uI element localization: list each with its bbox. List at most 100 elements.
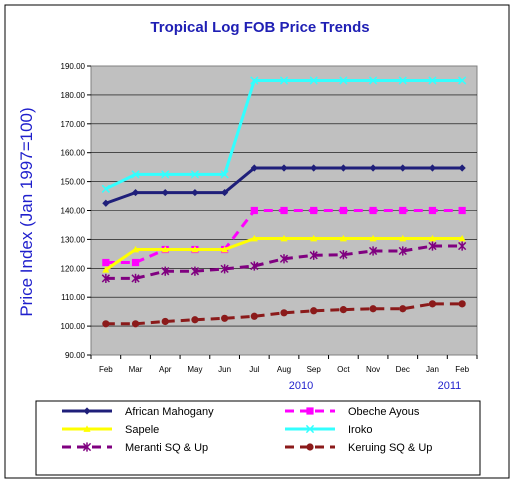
data-point bbox=[250, 234, 258, 242]
data-point bbox=[280, 234, 288, 242]
x-tick-label: Aug bbox=[277, 365, 291, 374]
y-tick-label: 90.00 bbox=[65, 351, 86, 360]
data-point bbox=[101, 273, 110, 284]
data-point bbox=[458, 164, 466, 172]
data-point bbox=[250, 206, 258, 215]
data-point bbox=[309, 76, 318, 85]
data-point bbox=[458, 76, 467, 85]
x-tick-label: Jun bbox=[218, 365, 231, 374]
y-tick-label: 150.00 bbox=[61, 178, 86, 187]
data-point bbox=[458, 206, 466, 215]
series-meranti-sq-up bbox=[101, 241, 467, 284]
data-point bbox=[310, 164, 318, 172]
data-point bbox=[339, 206, 347, 215]
data-point bbox=[161, 245, 169, 253]
x-tick-label: Feb bbox=[455, 365, 469, 374]
data-point bbox=[190, 170, 200, 179]
data-point bbox=[221, 245, 229, 253]
data-point bbox=[399, 206, 407, 215]
x-tick-label: Apr bbox=[159, 365, 172, 374]
data-point bbox=[428, 241, 437, 251]
x-tick-label: Dec bbox=[396, 365, 410, 374]
data-point bbox=[368, 246, 378, 256]
x-tick-label: Feb bbox=[99, 365, 113, 374]
x-tick-label: Sep bbox=[307, 365, 322, 374]
data-point bbox=[191, 188, 199, 197]
data-point bbox=[369, 234, 377, 242]
data-point bbox=[131, 170, 140, 179]
data-point bbox=[279, 76, 289, 85]
data-point bbox=[131, 188, 140, 197]
data-point bbox=[131, 273, 140, 284]
data-point bbox=[220, 170, 229, 179]
data-point bbox=[310, 234, 318, 242]
legend-entry: Keruing SQ & Up bbox=[285, 442, 432, 454]
legend-marker bbox=[83, 407, 91, 415]
data-point bbox=[428, 234, 437, 242]
data-point bbox=[280, 309, 288, 317]
data-point bbox=[280, 164, 288, 172]
data-point bbox=[280, 206, 288, 215]
y-tick-label: 140.00 bbox=[61, 207, 86, 216]
data-point bbox=[458, 241, 467, 251]
legend-entry: African Mahogany bbox=[62, 406, 214, 418]
data-point bbox=[369, 164, 377, 172]
data-point bbox=[191, 316, 199, 324]
x-tick-label: Oct bbox=[337, 365, 350, 374]
y-tick-label: 100.00 bbox=[61, 322, 86, 331]
data-point bbox=[161, 317, 169, 326]
legend-label: Sapele bbox=[125, 424, 159, 436]
data-point bbox=[339, 234, 347, 242]
data-point bbox=[368, 76, 378, 85]
data-point bbox=[161, 188, 169, 197]
data-point bbox=[131, 320, 140, 328]
x-tick-label: Jul bbox=[249, 365, 259, 374]
legend-marker bbox=[306, 407, 314, 415]
y-tick-label: 190.00 bbox=[61, 62, 86, 71]
data-point bbox=[310, 206, 318, 215]
data-point bbox=[339, 76, 348, 85]
legend-label: Meranti SQ & Up bbox=[125, 442, 208, 454]
y-tick-label: 160.00 bbox=[61, 149, 86, 158]
series-iroko bbox=[101, 76, 467, 193]
series-keruing-sq-up bbox=[102, 300, 466, 328]
legend-entries: African Mahogany Obeche Ayous Sapele Iroko M… bbox=[62, 406, 432, 454]
data-point bbox=[399, 305, 407, 313]
data-point bbox=[131, 258, 140, 267]
chart-title: Tropical Log FOB Price Trends bbox=[150, 19, 369, 36]
data-point bbox=[250, 312, 258, 320]
data-point bbox=[161, 266, 170, 276]
data-point bbox=[102, 258, 110, 267]
data-point bbox=[220, 264, 229, 274]
legend-entry: Iroko bbox=[285, 424, 372, 436]
legend-label: Iroko bbox=[348, 424, 372, 436]
x-tick-label: Mar bbox=[129, 365, 143, 374]
y-tick-label: 120.00 bbox=[61, 264, 86, 273]
legend-entry: Obeche Ayous bbox=[285, 406, 420, 418]
series-african-mahogany bbox=[102, 164, 466, 207]
data-point bbox=[398, 76, 407, 85]
data-point bbox=[399, 234, 407, 242]
legend-label: African Mahogany bbox=[125, 406, 214, 418]
data-point bbox=[458, 234, 466, 242]
data-point bbox=[428, 206, 437, 215]
data-point bbox=[428, 300, 437, 308]
x-tick-label: Jan bbox=[426, 365, 439, 374]
data-point bbox=[428, 76, 437, 85]
data-point bbox=[399, 164, 407, 172]
data-point bbox=[250, 76, 259, 85]
legend bbox=[35, 400, 481, 476]
legend-entry: Sapele bbox=[62, 424, 159, 436]
data-point bbox=[221, 188, 229, 197]
data-point bbox=[131, 245, 140, 253]
series-layer bbox=[101, 76, 467, 328]
x-tick-label: May bbox=[187, 365, 202, 374]
data-point bbox=[369, 206, 377, 215]
y-tick-label: 110.00 bbox=[61, 293, 85, 302]
data-point bbox=[102, 199, 110, 207]
data-point bbox=[190, 266, 200, 276]
y-tick-label: 130.00 bbox=[61, 235, 86, 244]
data-point bbox=[310, 307, 318, 315]
